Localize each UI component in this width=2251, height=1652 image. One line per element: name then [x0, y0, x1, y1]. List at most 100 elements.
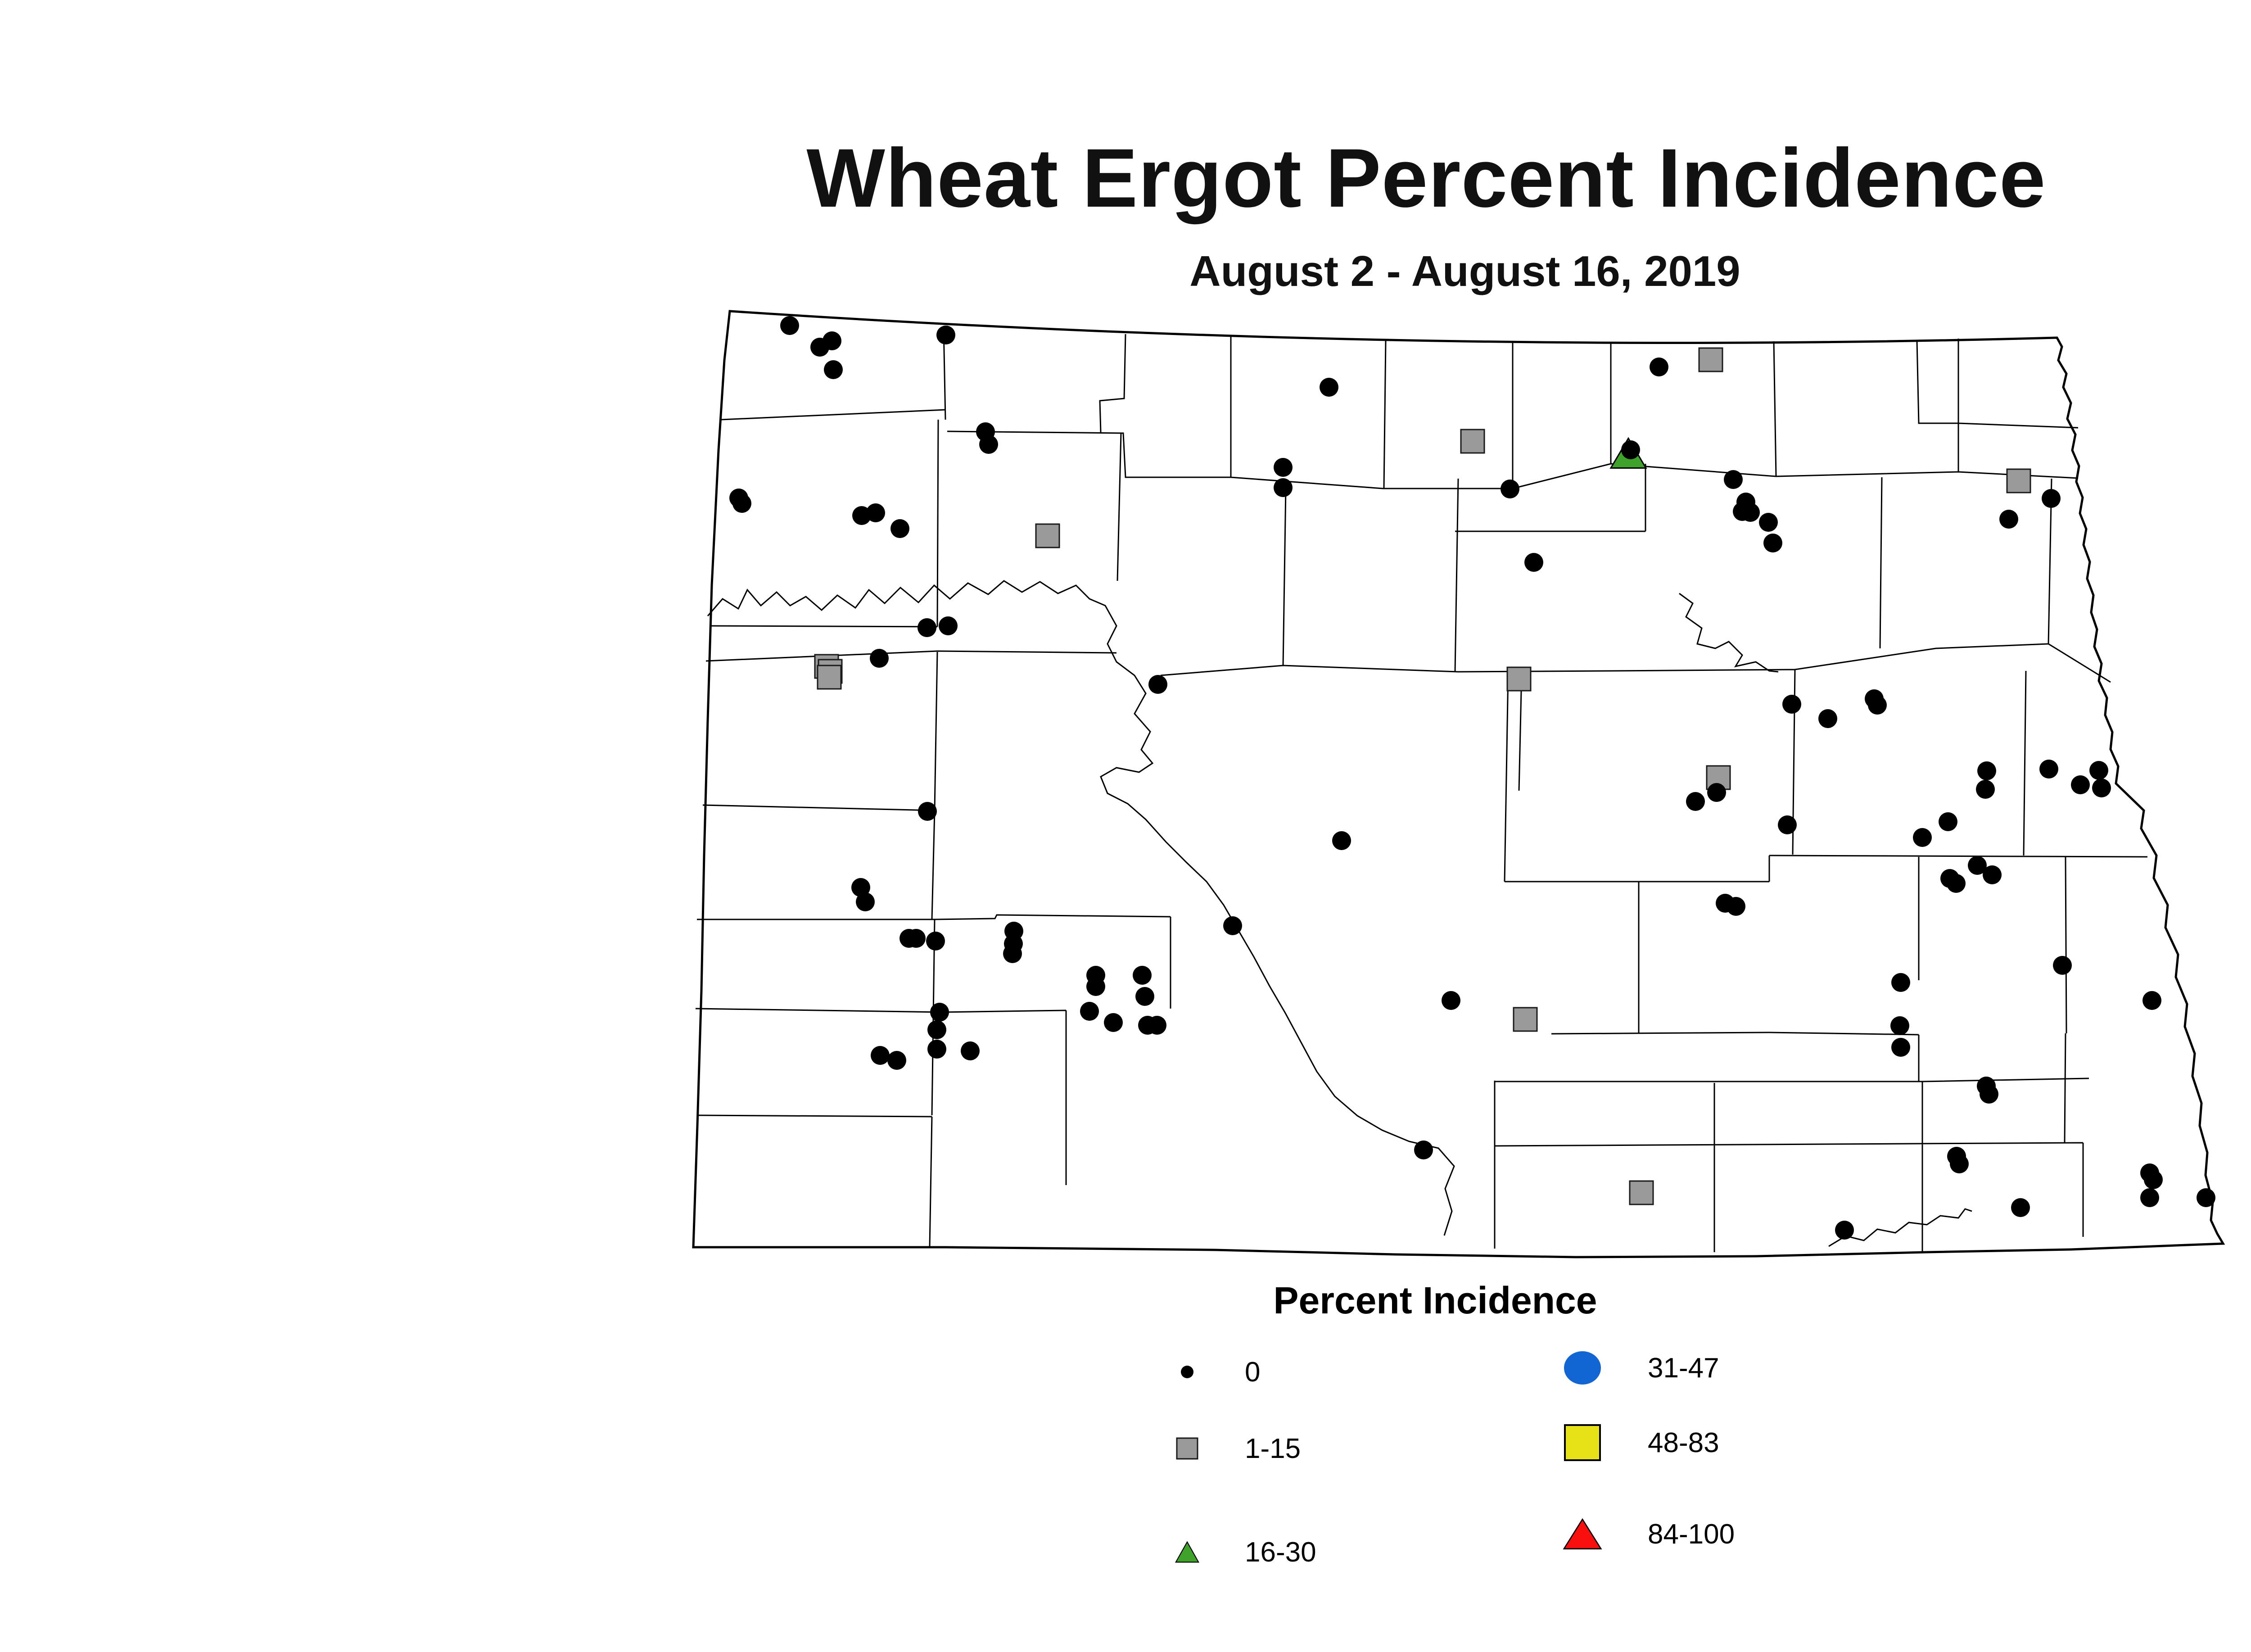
legend-item-84-100: 84-100	[1562, 1509, 1735, 1559]
map-black-dot-marker	[927, 1020, 946, 1039]
map-black-dot-marker	[936, 326, 955, 344]
map-gray-square-marker	[1698, 347, 1723, 372]
map-black-dot-marker	[1913, 828, 1932, 847]
map-black-dot-marker	[1835, 1221, 1854, 1240]
legend-item-1-15: 1-15	[1175, 1424, 1301, 1473]
map-black-dot-marker	[856, 892, 875, 911]
map-black-dot-marker	[1133, 966, 1152, 985]
map-black-dot-marker	[1332, 831, 1351, 850]
map-black-dot-marker	[1524, 553, 1543, 572]
map-black-dot-marker	[1891, 1038, 1910, 1057]
map-black-dot-marker	[979, 435, 998, 454]
map-black-dot-marker	[1148, 675, 1167, 694]
map-black-dot-marker	[2053, 956, 2072, 975]
red-triangle-icon	[1562, 1509, 1603, 1559]
map-black-dot-marker	[1104, 1013, 1123, 1032]
map-black-dot-marker	[1274, 478, 1293, 497]
map-black-dot-marker	[1274, 458, 1293, 477]
map-black-dot-marker	[2140, 1188, 2159, 1207]
map-black-dot-marker	[1891, 973, 1910, 992]
map-black-dot-marker	[1759, 513, 1778, 532]
map-black-dot-marker	[2197, 1188, 2215, 1207]
map-black-dot-marker	[1135, 987, 1154, 1006]
legend-label: 31-47	[1648, 1352, 1719, 1384]
gray-square-icon	[1175, 1437, 1200, 1460]
map-black-dot-marker	[1414, 1141, 1433, 1159]
map-black-dot-marker	[926, 932, 945, 950]
legend-item-31-47: 31-47	[1562, 1343, 1719, 1393]
map-gray-square-marker	[2006, 468, 2031, 493]
map-black-dot-marker	[1003, 944, 1022, 963]
map-black-dot-marker	[1999, 510, 2018, 529]
map-black-dot-marker	[1977, 761, 1996, 780]
map-black-dot-marker	[1223, 916, 1242, 935]
map-black-dot-marker	[851, 878, 870, 897]
page-title: Wheat Ergot Percent Incidence	[806, 132, 2046, 225]
map-black-dot-marker	[961, 1041, 980, 1060]
map-black-dot-marker	[1727, 897, 1745, 916]
map-black-dot-marker	[870, 649, 889, 668]
map-black-dot-marker	[871, 1046, 890, 1065]
map-black-dot-marker	[2042, 489, 2061, 508]
map-black-dot-marker	[1442, 991, 1460, 1010]
map-black-dot-marker	[1501, 480, 1519, 498]
map-black-dot-marker	[1650, 358, 1668, 376]
map-black-dot-marker	[1818, 709, 1837, 728]
map-black-dot-marker	[918, 802, 937, 821]
map-gray-square-marker	[1629, 1180, 1654, 1205]
map-black-dot-marker	[2089, 761, 2108, 780]
map-black-dot-marker	[2039, 760, 2058, 778]
map-black-dot-marker	[1086, 977, 1105, 996]
map-markers	[729, 316, 2215, 1240]
legend-label: 48-83	[1648, 1427, 1719, 1458]
map-black-dot-marker	[1939, 812, 1957, 831]
map-gray-square-marker	[1506, 666, 1532, 692]
map-black-dot-marker	[890, 519, 909, 538]
map-black-dot-marker	[1778, 815, 1797, 834]
map-black-dot-marker	[732, 494, 751, 513]
map-black-dot-marker	[918, 618, 936, 637]
map-gray-square-marker	[817, 665, 842, 690]
map-black-dot-marker	[824, 360, 843, 379]
legend-item-48-83: 48-83	[1562, 1418, 1719, 1467]
blue-circle-icon	[1562, 1350, 1603, 1385]
map-black-dot-marker	[1741, 503, 1760, 522]
legend-item-16-30: 16-30	[1175, 1527, 1316, 1577]
map-gray-square-marker	[1035, 523, 1060, 548]
map-black-dot-marker	[1950, 1154, 1969, 1173]
map-gray-square-marker	[1513, 1007, 1538, 1032]
map-black-dot-marker	[2011, 1198, 2030, 1217]
map-gray-square-marker	[1460, 429, 1485, 454]
legend-item-0: 0	[1175, 1347, 1260, 1397]
legend-title: Percent Incidence	[1273, 1279, 1597, 1322]
black-dot-icon	[1175, 1365, 1200, 1379]
map-black-dot-marker	[2144, 1170, 2163, 1189]
river-boundaries	[707, 580, 1972, 1247]
map-black-dot-marker	[1080, 1002, 1099, 1021]
page-subtitle: August 2 - August 16, 2019	[1189, 247, 1740, 295]
state-outline	[692, 310, 2225, 1258]
map-black-dot-marker	[780, 316, 799, 335]
map-black-dot-marker	[1621, 440, 1640, 459]
map-black-dot-marker	[1724, 470, 1743, 489]
map-black-dot-marker	[2092, 778, 2111, 797]
map-black-dot-marker	[1782, 695, 1801, 714]
map-black-dot-marker	[2071, 775, 2090, 794]
map-black-dot-marker	[1968, 856, 1987, 875]
map-black-dot-marker	[887, 1051, 906, 1070]
map-black-dot-marker	[927, 1040, 946, 1059]
map-black-dot-marker	[930, 1003, 949, 1022]
map-black-dot-marker	[1320, 378, 1338, 397]
county-boundaries	[695, 327, 2148, 1252]
map-black-dot-marker	[2143, 991, 2161, 1010]
map-black-dot-marker	[823, 331, 841, 350]
map-black-dot-marker	[1980, 1085, 1998, 1104]
legend-label: 1-15	[1245, 1433, 1301, 1464]
legend-label: 16-30	[1245, 1536, 1316, 1568]
map-black-dot-marker	[866, 503, 885, 522]
legend-label: 0	[1245, 1356, 1261, 1388]
map-black-dot-marker	[1947, 874, 1966, 893]
yellow-square-icon	[1562, 1423, 1603, 1462]
map-black-dot-marker	[1890, 1016, 1909, 1035]
